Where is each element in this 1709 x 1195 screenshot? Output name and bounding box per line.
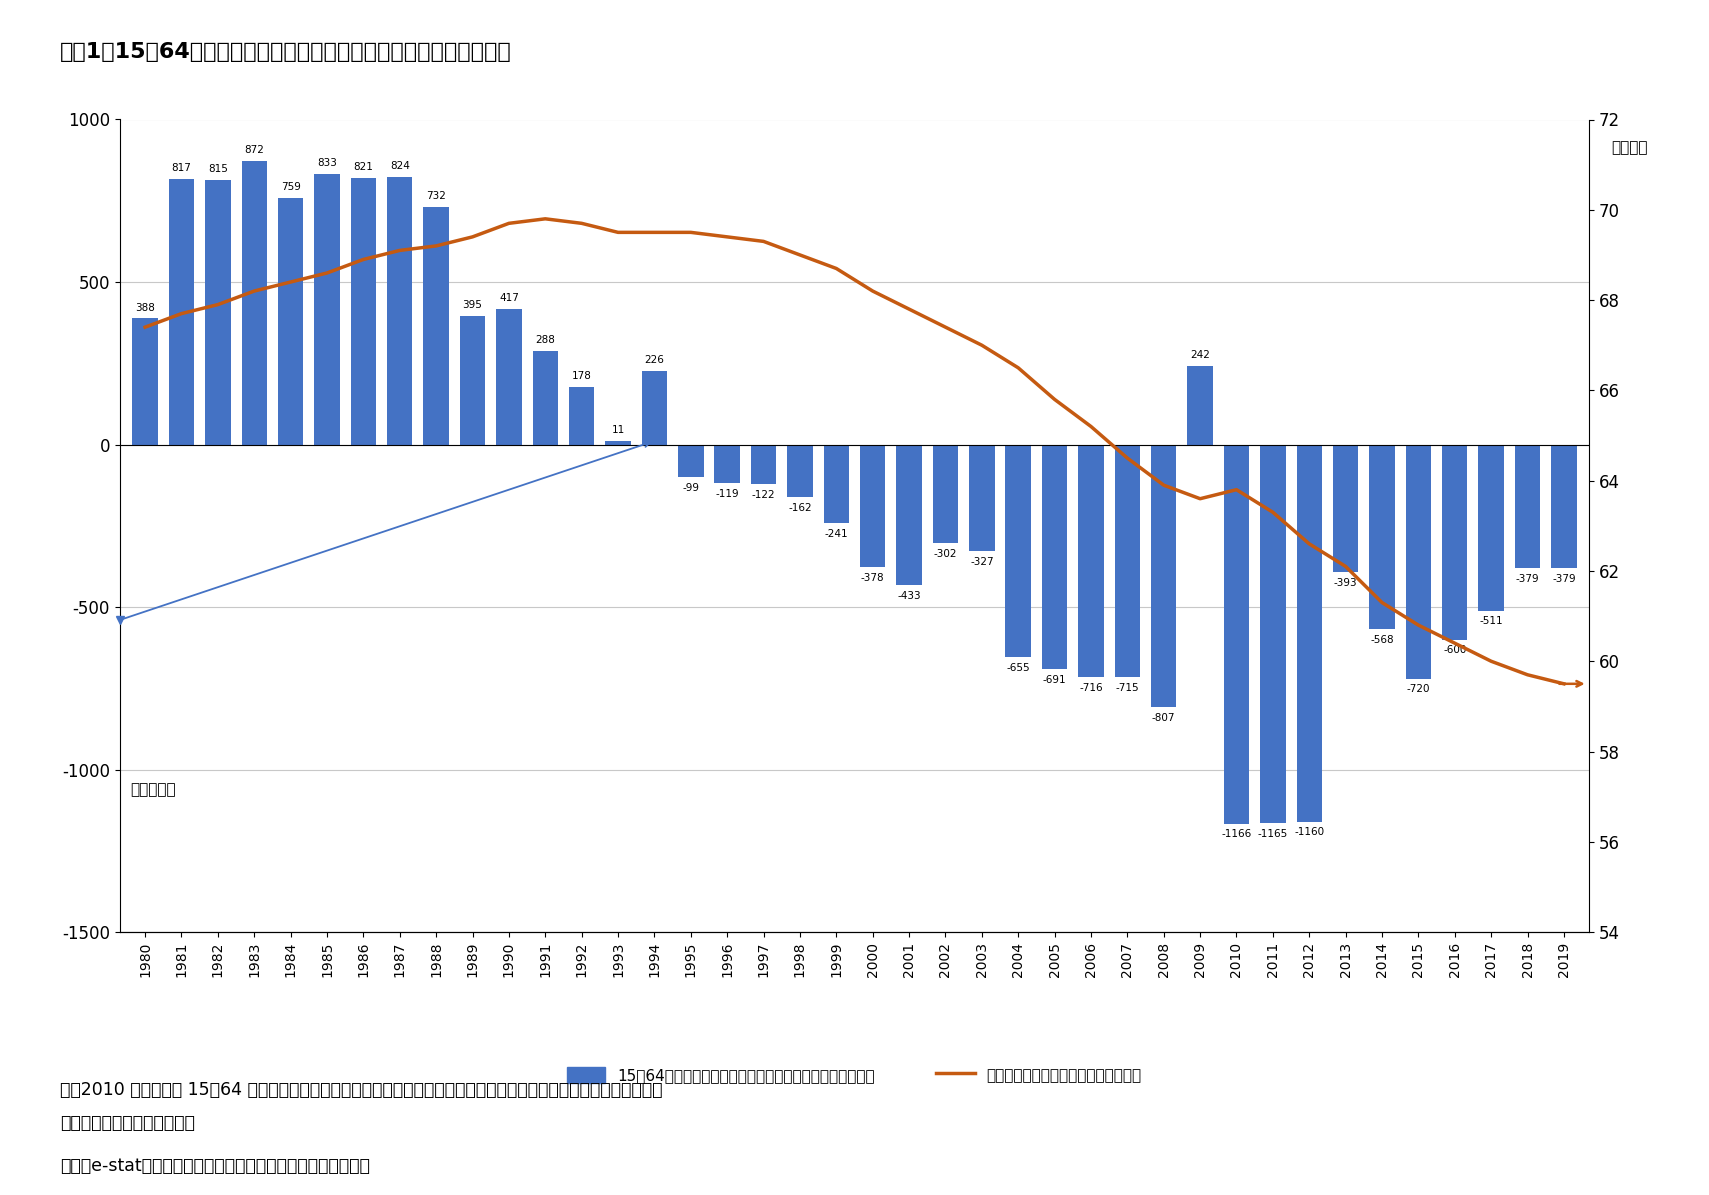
Text: 759: 759 — [280, 182, 301, 192]
Text: 824: 824 — [390, 161, 410, 171]
Legend: 15～64歳人口の対前年比増減数（単位：千人、左目盛り）, 総人口に占める割合（％、右目盛り）: 15～64歳人口の対前年比増減数（単位：千人、左目盛り）, 総人口に占める割合（… — [567, 1067, 1142, 1083]
Text: -1166: -1166 — [1222, 829, 1251, 839]
Bar — [460, 317, 485, 445]
Bar — [1478, 445, 1504, 611]
Bar — [1514, 445, 1540, 568]
Bar — [750, 445, 776, 484]
Text: ん分したことが挙げられる。: ん分したことが挙げられる。 — [60, 1114, 195, 1132]
Bar — [1224, 445, 1249, 823]
Text: -379: -379 — [1552, 574, 1576, 583]
Bar — [350, 178, 376, 445]
Text: 単位：％: 単位：％ — [1612, 140, 1647, 155]
Text: 178: 178 — [573, 370, 591, 381]
Text: -393: -393 — [1333, 578, 1357, 588]
Text: 242: 242 — [1189, 350, 1210, 360]
Text: -99: -99 — [682, 483, 699, 492]
Text: 815: 815 — [208, 164, 227, 173]
Text: -378: -378 — [861, 574, 885, 583]
Text: 単位：千人: 単位：千人 — [130, 783, 176, 797]
Bar — [933, 445, 959, 543]
Bar — [279, 198, 304, 445]
Text: -119: -119 — [716, 489, 738, 500]
Bar — [896, 445, 921, 586]
Text: 817: 817 — [171, 164, 191, 173]
Bar — [1114, 445, 1140, 676]
Text: 872: 872 — [244, 146, 265, 155]
Text: -327: -327 — [971, 557, 993, 566]
Bar — [641, 372, 667, 445]
Bar — [1552, 445, 1577, 568]
Text: -716: -716 — [1078, 684, 1102, 693]
Text: 資料）e-stat「人口推計：長期時系列データ」より筆者作成。: 資料）e-stat「人口推計：長期時系列データ」より筆者作成。 — [60, 1157, 369, 1175]
Text: -162: -162 — [788, 503, 812, 513]
Bar — [1042, 445, 1068, 669]
Bar — [714, 445, 740, 483]
Bar — [496, 310, 521, 445]
Text: 388: 388 — [135, 302, 156, 313]
Bar — [1369, 445, 1395, 629]
Bar — [1005, 445, 1031, 657]
Bar — [1260, 445, 1285, 823]
Bar — [1150, 445, 1176, 707]
Bar — [132, 318, 157, 445]
Bar — [169, 179, 195, 445]
Text: -433: -433 — [897, 592, 921, 601]
Text: 821: 821 — [354, 161, 373, 172]
Text: 288: 288 — [535, 335, 555, 345]
Bar — [969, 445, 995, 551]
Text: -568: -568 — [1371, 635, 1395, 645]
Bar — [1407, 445, 1430, 679]
Bar — [205, 179, 231, 445]
Text: 図表1　15～64歳人口の対前年比増減数と総人口に占める割合の推移: 図表1 15～64歳人口の対前年比増減数と総人口に占める割合の推移 — [60, 42, 511, 62]
Text: -302: -302 — [933, 549, 957, 558]
Bar — [1188, 366, 1213, 445]
Text: -807: -807 — [1152, 712, 1176, 723]
Bar — [824, 445, 849, 523]
Text: 732: 732 — [426, 191, 446, 201]
Bar — [569, 387, 595, 445]
Text: 395: 395 — [463, 300, 482, 311]
Text: 833: 833 — [318, 158, 337, 168]
Bar — [386, 177, 412, 445]
Text: -122: -122 — [752, 490, 776, 500]
Text: -379: -379 — [1516, 574, 1540, 583]
Text: -655: -655 — [1007, 663, 1031, 673]
Bar — [1333, 445, 1359, 572]
Text: -511: -511 — [1480, 617, 1502, 626]
Text: 11: 11 — [612, 425, 625, 435]
Text: -1165: -1165 — [1258, 829, 1289, 839]
Text: 417: 417 — [499, 293, 520, 304]
Bar — [678, 445, 704, 477]
Bar — [1442, 445, 1468, 639]
Text: -720: -720 — [1407, 685, 1430, 694]
Bar — [424, 207, 449, 445]
Bar — [533, 351, 559, 445]
Bar — [241, 161, 267, 445]
Bar — [314, 173, 340, 445]
Text: -1160: -1160 — [1294, 827, 1324, 838]
Text: 226: 226 — [644, 355, 665, 366]
Bar — [788, 445, 813, 497]
Bar — [860, 445, 885, 568]
Bar — [605, 441, 631, 445]
Text: 注）2010 年における 15～64 歳の人口が増えた原因として、国勢調査による人口のうち、年齢不詳の人口を各歳別にあ: 注）2010 年における 15～64 歳の人口が増えた原因として、国勢調査による… — [60, 1081, 663, 1099]
Text: -241: -241 — [824, 528, 848, 539]
Text: -691: -691 — [1042, 675, 1066, 685]
Text: -600: -600 — [1442, 645, 1466, 655]
Text: -715: -715 — [1116, 682, 1140, 693]
Bar — [1078, 445, 1104, 678]
Bar — [1297, 445, 1323, 822]
